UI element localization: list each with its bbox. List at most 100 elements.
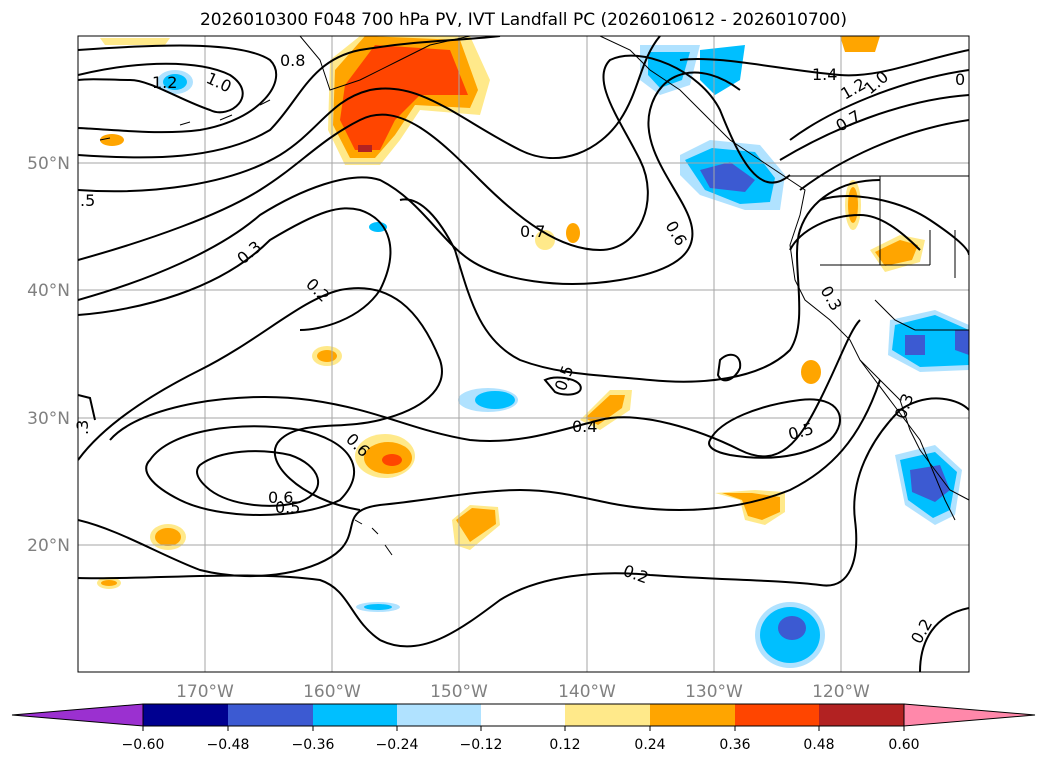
contour-1-4-east xyxy=(679,49,969,77)
alaska-coast xyxy=(299,36,471,91)
contour-0-4 xyxy=(78,287,443,511)
contour-label: 0.5 xyxy=(551,363,578,393)
lon-tick-label: 160°W xyxy=(303,682,361,702)
positive-anomaly-gulf-of-alaska xyxy=(328,36,490,165)
colorbar-segment xyxy=(819,704,904,726)
colorbar-tick-label: 0.48 xyxy=(803,737,834,753)
positive-anomaly-150w-21n-core xyxy=(456,508,496,542)
positive-anomaly-142w-43n xyxy=(566,223,580,243)
contour-0-2-se xyxy=(919,607,969,672)
contour-label: 0 xyxy=(955,70,965,89)
lat-tick-label: 50°N xyxy=(27,154,70,174)
contour-label: 1.2 xyxy=(152,73,177,92)
contour-label: 0.8 xyxy=(280,51,305,70)
positive-anomaly-top xyxy=(840,36,880,52)
contour-0-3-east xyxy=(819,195,969,256)
contour-0-2-south xyxy=(78,397,969,648)
contour-0-4-mid xyxy=(109,319,861,458)
colorbar-tick-label: 0.12 xyxy=(549,737,580,753)
contour-label-group: 1.2 1.0 0.8 1.4 1.2 1.0 0 .5 0.3 0.2 0.7… xyxy=(73,51,965,647)
hawaii-islands xyxy=(354,519,393,556)
contour-1-2-east xyxy=(789,69,969,141)
contour-0-7-east xyxy=(799,119,969,191)
lat-tick-label: 20°N xyxy=(27,536,70,556)
colorbar-tick-label: −0.24 xyxy=(376,737,419,753)
colorbar-tick-label: −0.36 xyxy=(292,737,335,753)
colorbar: −0.60 −0.48 −0.36 −0.24 −0.12 0.12 0.24 … xyxy=(11,703,1036,753)
contour-0-3-south xyxy=(78,379,881,578)
contour-label: 0.4 xyxy=(572,417,597,436)
figure-title: 2026010300 F048 700 hPa PV, IVT Landfall… xyxy=(199,10,847,30)
colorbar-segment xyxy=(228,704,313,726)
contour-label: 0.6 xyxy=(662,218,691,250)
colorbar-segment xyxy=(143,704,228,726)
positive-anomaly-177w-17n-core xyxy=(101,580,117,586)
lat-tick-label: 40°N xyxy=(27,281,70,301)
positive-anomaly-155w-27n-peak xyxy=(382,454,402,466)
contour-label: 0.7 xyxy=(520,222,545,241)
contour-label: .5 xyxy=(80,191,95,210)
positive-anomaly-125w-23n-core xyxy=(722,493,780,520)
colorbar-tick-label: 0.60 xyxy=(888,737,919,753)
colorbar-tick-label: −0.60 xyxy=(122,737,165,753)
lon-tick-label: 170°W xyxy=(176,682,234,702)
negative-anomaly-socal xyxy=(888,310,969,525)
contour-0-6-low xyxy=(196,450,320,507)
colorbar-segment xyxy=(735,704,819,726)
lat-tick-label: 30°N xyxy=(27,409,70,429)
contour-0-7 xyxy=(78,36,661,193)
contour-0-5-low xyxy=(145,425,356,516)
positive-anomaly-west-us xyxy=(845,180,925,272)
contour-label: 1.0 xyxy=(860,67,892,98)
negative-anomaly-south xyxy=(755,602,825,668)
colorbar-extend-left xyxy=(11,703,144,727)
lon-axis-labels: 170°W 160°W 150°W 140°W 130°W 120°W xyxy=(176,682,870,702)
contour-small-east xyxy=(716,353,742,382)
lat-axis-labels: 50°N 40°N 30°N 20°N xyxy=(27,154,70,556)
aleutian-islands xyxy=(99,99,271,141)
shaded-fields xyxy=(97,36,969,668)
colorbar-segment xyxy=(397,704,481,726)
contour-label: 0.5 xyxy=(275,498,300,517)
lon-tick-label: 150°W xyxy=(430,682,488,702)
lon-tick-label: 120°W xyxy=(812,682,870,702)
contour-1-0-east xyxy=(779,94,969,161)
contour-1-0 xyxy=(78,44,277,134)
colorbar-tick-label: 0.24 xyxy=(634,737,665,753)
positive-anomaly-169w-20n-core xyxy=(155,528,181,546)
colorbar-tick-label: 0.36 xyxy=(719,737,750,753)
north-america-coast xyxy=(599,36,969,501)
colorbar-extend-right xyxy=(903,703,1036,727)
contour-label: 0.2 xyxy=(621,561,651,588)
positive-anomaly-124w-34n xyxy=(801,360,821,384)
colorbar-segment xyxy=(481,704,565,726)
contour-label: .3 xyxy=(73,420,92,435)
negative-anomaly-bc xyxy=(640,45,785,210)
contour-label: 0.6 xyxy=(268,488,293,507)
contour-0-3-west-edge xyxy=(78,394,96,421)
negative-anomaly-150w-30n-core xyxy=(475,391,515,409)
contour-label: 1.0 xyxy=(203,68,234,96)
baja-coast xyxy=(859,359,956,521)
contour-label: 0.3 xyxy=(233,237,265,268)
colorbar-ticks xyxy=(142,726,905,731)
contour-1-2 xyxy=(78,62,244,114)
lon-tick-label: 130°W xyxy=(685,682,743,702)
colorbar-segment xyxy=(650,704,735,726)
contour-0-3 xyxy=(78,207,392,331)
contour-0-4-north xyxy=(399,179,881,383)
contour-0-5-small xyxy=(543,376,582,396)
colorbar-tick-label: −0.48 xyxy=(207,737,250,753)
positive-anomaly-top-left xyxy=(100,38,170,45)
contour-0-5-east xyxy=(708,398,841,459)
pv-contours xyxy=(78,36,969,672)
positive-anomaly-bering xyxy=(100,134,124,146)
contour-0-6-east xyxy=(789,213,921,251)
colorbar-outline xyxy=(142,703,905,727)
map-frame xyxy=(77,35,970,673)
contour-label: 1.4 xyxy=(812,65,837,84)
contour-label: 0.2 xyxy=(302,274,333,305)
contour-0-8 xyxy=(78,36,501,159)
negative-anomaly-bering-core xyxy=(163,74,187,90)
